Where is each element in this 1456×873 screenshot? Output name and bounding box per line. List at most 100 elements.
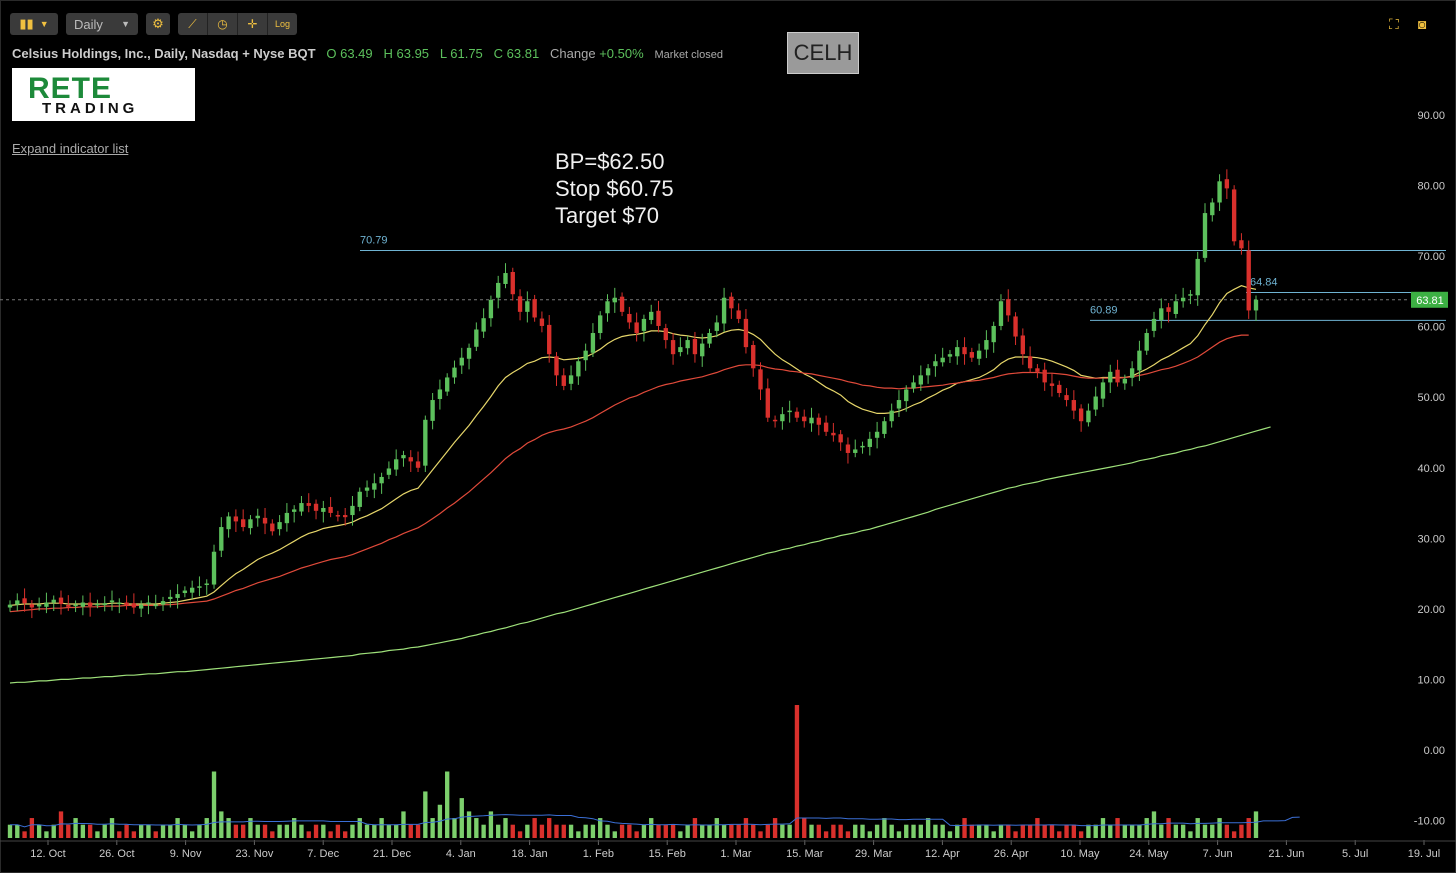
candle-body: [649, 311, 654, 320]
volume-bar: [138, 824, 144, 838]
x-tick-label: 19. Jul: [1408, 848, 1440, 860]
volume-bar: [692, 818, 698, 838]
volume-bar: [838, 824, 843, 838]
x-tick-label: 9. Nov: [170, 848, 202, 860]
candle-body: [525, 301, 530, 312]
volume-bar: [66, 824, 71, 838]
candle-body: [58, 597, 64, 604]
candle-body: [80, 602, 86, 607]
candle-body: [714, 322, 719, 331]
volume-bar: [379, 818, 384, 838]
buy-point-text: BP=$62.50: [555, 149, 665, 174]
volume-bar: [44, 831, 49, 838]
fullscreen-button[interactable]: ⛶: [1389, 16, 1399, 33]
volume-bar: [87, 824, 93, 838]
candle-body: [598, 315, 603, 334]
candle-body: [1108, 371, 1113, 383]
volume-bar: [255, 824, 260, 838]
volume-bar: [991, 831, 996, 838]
volume-bar: [284, 824, 290, 838]
candle-body: [721, 297, 727, 324]
candle-body: [284, 512, 290, 524]
volume-bar: [459, 798, 464, 838]
y-tick-label: 50.00: [1417, 392, 1445, 404]
volume-bar: [415, 824, 421, 838]
rete-trading-logo: RETE TRADING: [12, 68, 195, 121]
volume-bar: [860, 824, 865, 838]
settings-button[interactable]: ⚙: [146, 13, 170, 35]
log-button[interactable]: Log: [268, 13, 297, 35]
volume-bar: [933, 824, 938, 838]
chart-type-button[interactable]: ▮▮ ▼: [10, 13, 58, 35]
candle-body: [415, 461, 421, 468]
clock-button[interactable]: ◷: [208, 13, 238, 35]
expand-indicator-link[interactable]: Expand indicator list: [12, 141, 129, 156]
candle-body: [998, 301, 1004, 326]
candle-body: [845, 444, 851, 453]
volume-bar: [299, 824, 304, 838]
candle-body: [1202, 213, 1208, 258]
candle-body: [66, 605, 71, 607]
volume-bar: [656, 824, 661, 838]
x-tick-label: 21. Jun: [1268, 848, 1304, 860]
candle-body: [117, 602, 122, 605]
candle-body: [547, 324, 552, 355]
volume-bar: [758, 831, 763, 838]
interval-select[interactable]: Daily ▼: [66, 13, 138, 35]
candle-body: [991, 325, 996, 343]
volume-bar: [947, 831, 953, 838]
candle-body: [73, 604, 78, 607]
volume-bar: [590, 824, 596, 838]
volume-bar: [1188, 831, 1193, 838]
volume-bar: [343, 831, 348, 838]
volume-bar: [721, 824, 727, 838]
volume-bar: [1137, 824, 1142, 838]
candle-body: [87, 602, 93, 607]
volume-bar: [780, 824, 785, 838]
candle-body: [663, 328, 668, 341]
symbol-info: Celsius Holdings, Inc., Daily, Nasdaq + …: [12, 46, 723, 61]
crosshair-button[interactable]: ✛: [238, 13, 268, 35]
candle-body: [780, 414, 785, 422]
volume-bar: [233, 824, 239, 838]
candle-body: [1224, 179, 1230, 189]
volume-bar: [1239, 824, 1244, 838]
volume-bar: [714, 818, 719, 838]
candle-body: [189, 587, 195, 593]
candle-body: [700, 343, 705, 357]
screenshot-button[interactable]: ◙: [1418, 16, 1426, 32]
volume-bar: [510, 824, 515, 838]
candle-body: [430, 400, 435, 421]
volume-bar: [350, 824, 355, 838]
candle-body: [831, 432, 836, 436]
candle-body: [882, 421, 887, 434]
candle-body: [962, 347, 967, 355]
volume-bar: [1129, 824, 1135, 838]
candle-body: [1180, 297, 1186, 302]
volume-average-line: [10, 814, 1300, 828]
candle-body: [1195, 258, 1200, 296]
symbol-name: Celsius Holdings, Inc., Daily, Nasdaq + …: [12, 46, 316, 61]
indicator-button[interactable]: ⟋: [178, 13, 208, 35]
candle-body: [1071, 400, 1077, 411]
volume-bar: [1035, 818, 1040, 838]
candle-body: [379, 476, 384, 484]
volume-bar: [153, 831, 158, 838]
stop-text: Stop $60.75: [555, 176, 674, 201]
candle-body: [204, 583, 209, 585]
volume-bar: [466, 811, 472, 838]
candle-body: [386, 468, 392, 475]
candle-body: [226, 516, 231, 530]
candle-body: [1115, 369, 1120, 383]
trade-annotation: BP=$62.50 Stop $60.75 Target $70: [555, 148, 674, 229]
volume-bar: [525, 824, 530, 838]
candle-body: [15, 600, 20, 605]
volume-bar: [124, 824, 129, 838]
volume-bar: [998, 824, 1004, 838]
volume-bar: [481, 824, 486, 838]
volume-bar: [292, 818, 297, 838]
candle-body: [1217, 181, 1222, 203]
candle-body: [488, 299, 494, 319]
x-tick-label: 15. Mar: [786, 848, 824, 860]
